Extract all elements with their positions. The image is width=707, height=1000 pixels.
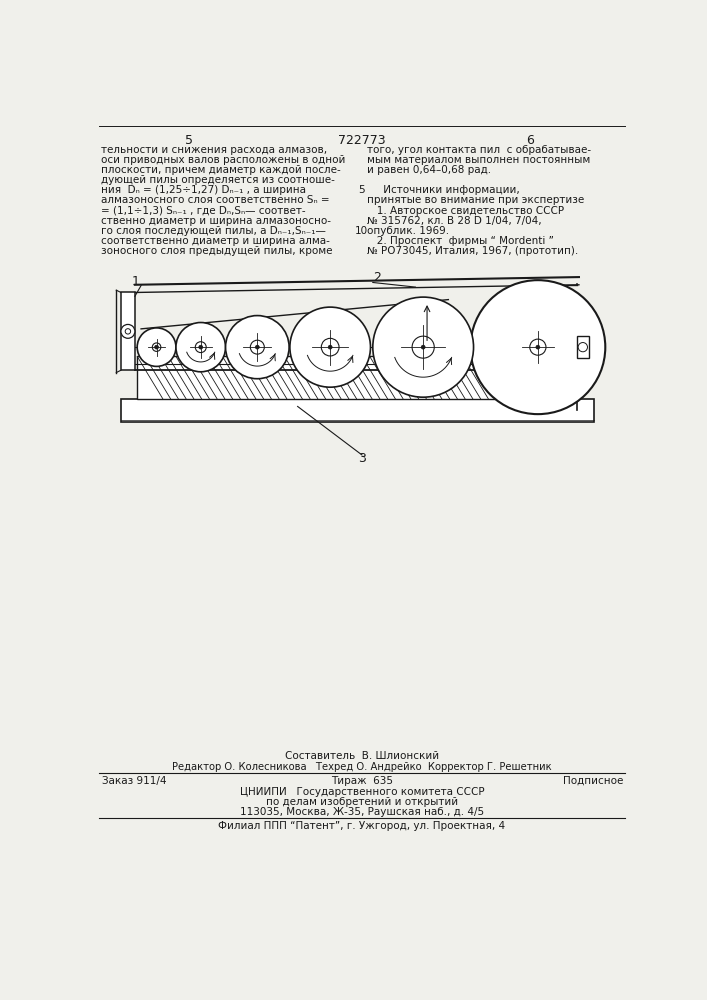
Circle shape [176, 323, 226, 372]
Text: 5: 5 [358, 185, 365, 195]
Circle shape [536, 345, 540, 349]
Text: ния  Dₙ = (1,25÷1,27) Dₙ₋₁ , а ширина: ния Dₙ = (1,25÷1,27) Dₙ₋₁ , а ширина [101, 185, 305, 195]
Text: ственно диаметр и ширина алмазоносно-: ственно диаметр и ширина алмазоносно- [101, 216, 331, 226]
Text: Редактор О. Колесникова   Техред О. Андрейко  Корректор Г. Решетник: Редактор О. Колесникова Техред О. Андрей… [172, 762, 551, 772]
Circle shape [255, 345, 259, 349]
Circle shape [373, 297, 474, 397]
Text: 2: 2 [373, 271, 380, 284]
Text: 2. Проспект  фирмы “ Mordenti ”: 2. Проспект фирмы “ Mordenti ” [368, 236, 554, 246]
Circle shape [226, 316, 289, 379]
Text: 10: 10 [355, 226, 368, 236]
Circle shape [412, 336, 434, 358]
Text: № 315762, кл. В 28 D 1/04, 7/04,: № 315762, кл. В 28 D 1/04, 7/04, [368, 216, 542, 226]
Circle shape [195, 342, 206, 353]
Text: 113035, Москва, Ж-35, Раушская наб., д. 4/5: 113035, Москва, Ж-35, Раушская наб., д. … [240, 807, 484, 817]
Circle shape [137, 328, 176, 366]
Circle shape [421, 345, 425, 349]
Circle shape [530, 339, 546, 355]
Text: по делам изобретений и открытий: по делам изобретений и открытий [266, 797, 458, 807]
Circle shape [321, 338, 339, 356]
Text: того, угол контакта пил  с обрабатывае-: того, угол контакта пил с обрабатывае- [368, 145, 592, 155]
Circle shape [328, 345, 332, 349]
Text: № PO73045, Италия, 1967, (прототип).: № PO73045, Италия, 1967, (прототип). [368, 246, 578, 256]
Text: Dn: Dn [429, 315, 444, 325]
Circle shape [250, 340, 264, 354]
Text: оси приводных валов расположены в одной: оси приводных валов расположены в одной [101, 155, 345, 165]
Text: и равен 0,64–0,68 рад.: и равен 0,64–0,68 рад. [368, 165, 491, 175]
Text: принятые во внимание при экспертизе: принятые во внимание при экспертизе [368, 195, 585, 205]
Text: Подписное: Подписное [563, 776, 623, 786]
Text: 6: 6 [526, 134, 534, 147]
Circle shape [125, 329, 131, 334]
Circle shape [121, 324, 135, 338]
Text: плоскости, причем диаметр каждой после-: плоскости, причем диаметр каждой после- [101, 165, 341, 175]
Circle shape [470, 280, 605, 414]
Text: 3: 3 [358, 452, 366, 465]
Text: φ: φ [561, 379, 568, 389]
Text: Заказ 911/4: Заказ 911/4 [103, 776, 167, 786]
Text: Составитель  В. Шлионский: Составитель В. Шлионский [285, 751, 439, 761]
Text: соответственно диаметр и ширина алма-: соответственно диаметр и ширина алма- [101, 236, 329, 246]
Text: 5: 5 [185, 134, 193, 147]
Text: Филиал ППП “Патент”, г. Ужгород, ул. Проектная, 4: Филиал ППП “Патент”, г. Ужгород, ул. Про… [218, 821, 506, 831]
Text: 1: 1 [132, 275, 139, 288]
Text: опублик. 1969.: опублик. 1969. [368, 226, 450, 236]
Text: мым материалом выполнен постоянным: мым материалом выполнен постоянным [368, 155, 590, 165]
Circle shape [290, 307, 370, 387]
Circle shape [578, 343, 588, 352]
Text: го слоя последующей пилы, а Dₙ₋₁,Sₙ₋₁—: го слоя последующей пилы, а Dₙ₋₁,Sₙ₋₁— [101, 226, 326, 236]
Text: зоносного слоя предыдущей пилы, кроме: зоносного слоя предыдущей пилы, кроме [101, 246, 332, 256]
Bar [577, 336, 589, 358]
Text: тельности и снижения расхода алмазов,: тельности и снижения расхода алмазов, [101, 145, 327, 155]
Text: алмазоносного слоя соответственно Sₙ =: алмазоносного слоя соответственно Sₙ = [101, 195, 329, 205]
Text: 1. Авторское свидетельство СССР: 1. Авторское свидетельство СССР [368, 206, 564, 216]
Text: Источники информации,: Источники информации, [368, 185, 520, 195]
Circle shape [199, 345, 203, 349]
Circle shape [152, 343, 160, 351]
Bar [137, 356, 520, 399]
Text: дующей пилы определяется из соотноше-: дующей пилы определяется из соотноше- [101, 175, 334, 185]
Bar [121, 399, 595, 422]
Text: = (1,1÷1,3) Sₙ₋₁ , где Dₙ,Sₙ— соответ-: = (1,1÷1,3) Sₙ₋₁ , где Dₙ,Sₙ— соответ- [101, 206, 305, 216]
Bar [121, 292, 135, 370]
Text: 722773: 722773 [338, 134, 386, 147]
Text: ЦНИИПИ   Государственного комитета СССР: ЦНИИПИ Государственного комитета СССР [240, 787, 484, 797]
Circle shape [155, 345, 158, 349]
Text: Тираж  635: Тираж 635 [331, 776, 393, 786]
